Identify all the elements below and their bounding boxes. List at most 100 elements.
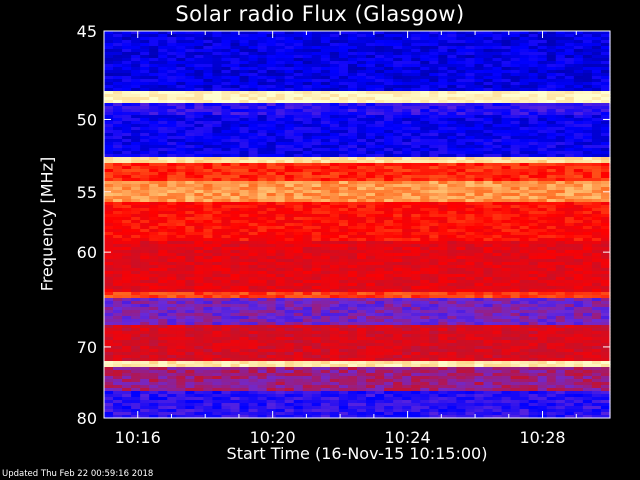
spectrogram-cell: [537, 157, 548, 161]
spectrogram-cell: [320, 37, 331, 41]
spectrogram-cell: [411, 118, 421, 122]
spectrogram-cell: [564, 202, 575, 206]
spectrogram-cell: [194, 172, 204, 176]
spectrogram-cell: [212, 166, 223, 170]
spectrogram-cell: [573, 289, 584, 293]
spectrogram-cell: [257, 127, 268, 131]
spectrogram-cell: [474, 232, 485, 236]
spectrogram-cell: [194, 85, 204, 89]
spectrogram-cell: [600, 286, 611, 290]
spectrogram-cell: [149, 196, 159, 200]
spectrogram-cell: [293, 31, 304, 35]
spectrogram-cell: [384, 220, 394, 224]
spectrogram-cell: [555, 91, 566, 95]
spectrogram-cell: [429, 121, 439, 125]
spectrogram-cell: [438, 187, 448, 191]
spectrogram-cell: [311, 118, 322, 122]
spectrogram-cell: [221, 121, 232, 125]
spectrogram-cell: [438, 235, 448, 239]
spectrogram-cell: [447, 169, 457, 173]
spectrogram-cell: [357, 115, 367, 119]
spectrogram-cell: [185, 94, 195, 98]
spectrogram-cell: [510, 184, 521, 188]
spectrogram-cell: [338, 67, 349, 71]
spectrogram-cell: [329, 238, 340, 242]
spectrogram-cell: [492, 250, 503, 254]
spectrogram-cell: [438, 55, 448, 59]
spectrogram-cell: [212, 217, 223, 221]
spectrogram-cell: [347, 64, 358, 68]
spectrogram-cell: [221, 97, 232, 101]
spectrogram-cell: [510, 142, 521, 146]
spectrogram-cell: [555, 247, 566, 251]
spectrogram-cell: [104, 64, 114, 68]
spectrogram-cell: [248, 211, 259, 215]
spectrogram-cell: [573, 100, 584, 104]
spectrogram-cell: [600, 85, 611, 89]
spectrogram-cell: [320, 175, 331, 179]
spectrogram-cell: [483, 253, 494, 257]
spectrogram-cell: [104, 217, 114, 221]
spectrogram-cell: [257, 160, 268, 164]
spectrogram-cell: [140, 34, 150, 38]
spectrogram-cell: [357, 295, 367, 299]
spectrogram-cell: [257, 193, 268, 197]
spectrogram-cell: [429, 250, 439, 254]
spectrogram-cell: [357, 154, 367, 158]
spectrogram-cell: [438, 190, 448, 194]
spectrogram-cell: [149, 55, 159, 59]
spectrogram-cell: [456, 55, 467, 59]
spectrogram-cell: [402, 46, 412, 50]
spectrogram-cell: [185, 208, 195, 212]
spectrogram-cell: [311, 217, 322, 221]
spectrogram-cell: [555, 250, 566, 254]
spectrogram-cell: [158, 97, 168, 101]
spectrogram-cell: [230, 100, 241, 104]
spectrogram-cell: [302, 133, 313, 137]
spectrogram-cell: [555, 259, 566, 263]
spectrogram-cell: [555, 106, 566, 110]
spectrogram-cell: [393, 64, 403, 68]
spectrogram-cell: [221, 229, 232, 233]
spectrogram-cell: [501, 124, 512, 128]
spectrogram-cell: [248, 280, 259, 284]
spectrogram-cell: [492, 268, 503, 272]
spectrogram-cell: [465, 118, 476, 122]
spectrogram-cell: [483, 232, 494, 236]
spectrogram-cell: [248, 145, 259, 149]
chart-title: Solar radio Flux (Glasgow): [175, 2, 465, 26]
spectrogram-cell: [582, 130, 593, 134]
spectrogram-cell: [429, 40, 439, 44]
spectrogram-cell: [203, 226, 214, 230]
spectrogram-cell: [582, 223, 593, 227]
spectrogram-cell: [293, 196, 304, 200]
spectrogram-cell: [519, 73, 530, 77]
spectrogram-cell: [266, 208, 277, 212]
spectrogram-cell: [320, 73, 331, 77]
spectrogram-cell: [393, 178, 403, 182]
spectrogram-cell: [347, 40, 358, 44]
spectrogram-cell: [338, 103, 349, 107]
spectrogram-cell: [275, 235, 286, 239]
spectrogram-cell: [375, 187, 385, 191]
spectrogram-cell: [230, 124, 241, 128]
spectrogram-cell: [131, 157, 141, 161]
spectrogram-cell: [329, 64, 340, 68]
spectrogram-cell: [501, 283, 512, 287]
spectrogram-cell: [167, 268, 177, 272]
spectrogram-cell: [465, 244, 476, 248]
spectrogram-cell: [555, 157, 566, 161]
spectrogram-cell: [194, 34, 204, 38]
spectrogram-cell: [510, 244, 521, 248]
spectrogram-cell: [411, 160, 421, 164]
spectrogram-cell: [266, 232, 277, 236]
spectrogram-cell: [194, 184, 204, 188]
spectrogram-cell: [573, 196, 584, 200]
spectrogram-cell: [239, 202, 250, 206]
spectrogram-cell: [537, 217, 548, 221]
spectrogram-cell: [158, 163, 168, 167]
spectrogram-cell: [266, 100, 277, 104]
spectrogram-cell: [384, 238, 394, 242]
spectrogram-cell: [375, 262, 385, 266]
spectrogram-cell: [239, 277, 250, 281]
